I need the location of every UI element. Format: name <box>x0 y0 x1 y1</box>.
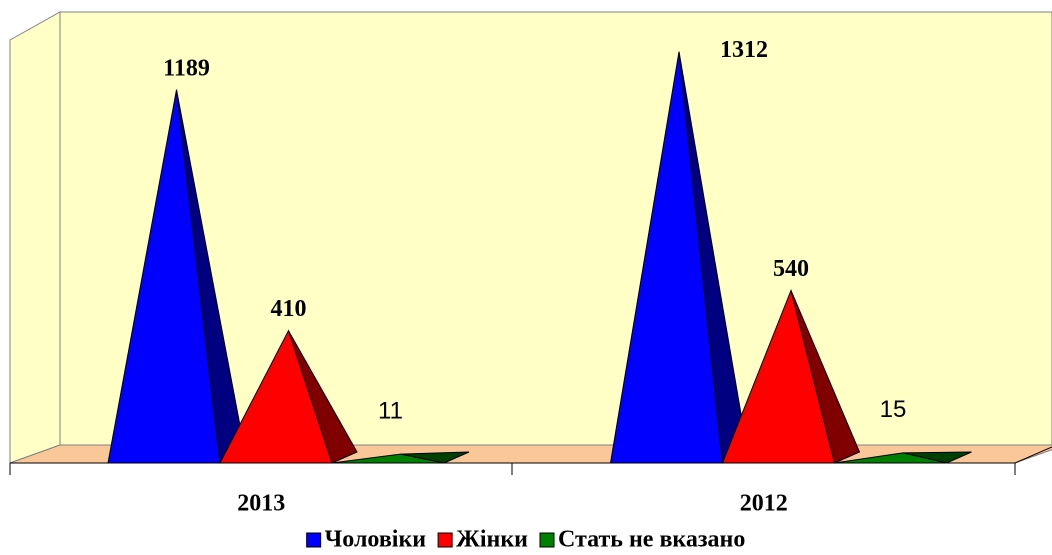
x-tick-label: 2012 <box>740 491 788 517</box>
legend-item: Жінки <box>437 527 528 553</box>
pyramid-front <box>834 452 947 464</box>
pyramid <box>107 89 246 464</box>
pyramid <box>331 451 470 464</box>
legend-swatch <box>437 532 453 548</box>
data-label: 1189 <box>163 55 210 81</box>
legend: Чоловіки Жінки Стать не вказано <box>306 527 745 553</box>
data-label: 1312 <box>720 37 768 63</box>
data-label: 15 <box>880 396 907 423</box>
x-axis-depth <box>1014 446 1052 464</box>
pyramid-front <box>331 453 445 464</box>
pyramid <box>609 51 749 464</box>
legend-label: Стать не вказано <box>558 527 745 553</box>
pyramid-front <box>219 329 333 464</box>
plot: 1189 410 11 1312 540 15 <box>107 37 972 464</box>
legend-swatch <box>539 532 555 548</box>
legend-item: Стать не вказано <box>539 527 745 553</box>
data-label: 540 <box>773 256 809 282</box>
legend-swatch <box>306 532 322 548</box>
legend-label: Чоловіки <box>325 527 427 553</box>
side-wall <box>9 11 61 464</box>
pyramid <box>834 451 972 464</box>
pyramid-front <box>721 288 836 464</box>
data-label: 410 <box>271 296 307 322</box>
data-label: 11 <box>378 397 403 424</box>
x-tick-label: 2013 <box>237 491 285 517</box>
pyramid <box>721 288 861 464</box>
pyramid-front <box>609 51 724 464</box>
pyramid-front <box>107 89 221 464</box>
legend-item: Чоловіки <box>306 527 427 553</box>
legend-label: Жінки <box>456 527 528 553</box>
pyramid <box>219 329 358 464</box>
